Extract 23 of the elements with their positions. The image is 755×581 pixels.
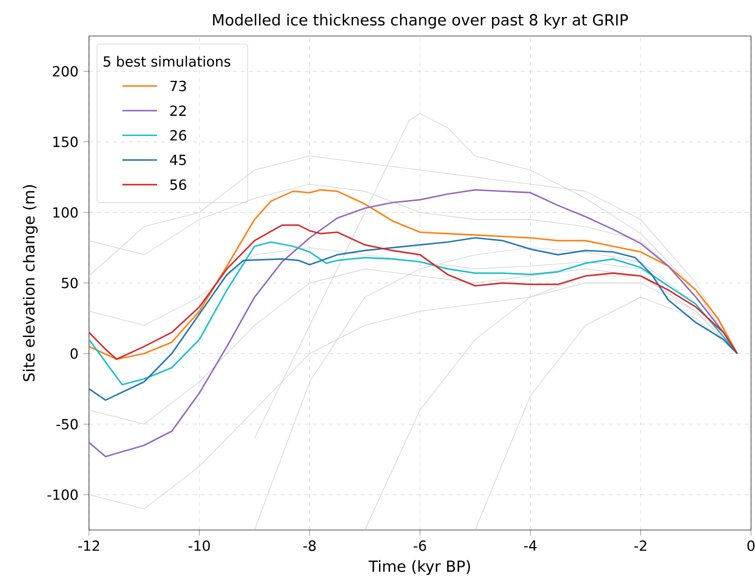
- legend-label: 26: [170, 130, 186, 141]
- legend-label: 56: [170, 179, 186, 190]
- legend-label: 45: [170, 154, 186, 166]
- x-tick-label: -8: [303, 540, 316, 551]
- y-tick-label: -100: [48, 489, 78, 500]
- y-tick-label: -50: [56, 418, 78, 430]
- chart-title: Modelled ice thickness change over past 8 kyr at GRIP: [213, 14, 628, 29]
- y-axis-title: Site elevation change (m): [22, 185, 38, 382]
- x-tick-label: -4: [524, 540, 537, 551]
- y-tick-label: 200: [52, 66, 78, 77]
- legend-label: 73: [170, 80, 186, 92]
- x-tick-label: -2: [634, 540, 646, 551]
- x-tick-label: -12: [78, 540, 100, 551]
- y-tick-label: 50: [62, 278, 78, 288]
- legend-title: 5 best simulations: [104, 56, 230, 67]
- x-tick-label: -10: [188, 540, 210, 551]
- x-tick-label: -6: [414, 540, 426, 551]
- x-tick-label: 0: [747, 540, 755, 551]
- x-axis-title: Time (kyr BP): [368, 560, 470, 575]
- y-tick-label: 150: [53, 136, 78, 148]
- y-tick-label: 0: [70, 348, 78, 359]
- legend-label: 22: [170, 105, 186, 116]
- y-tick-label: 100: [53, 207, 78, 218]
